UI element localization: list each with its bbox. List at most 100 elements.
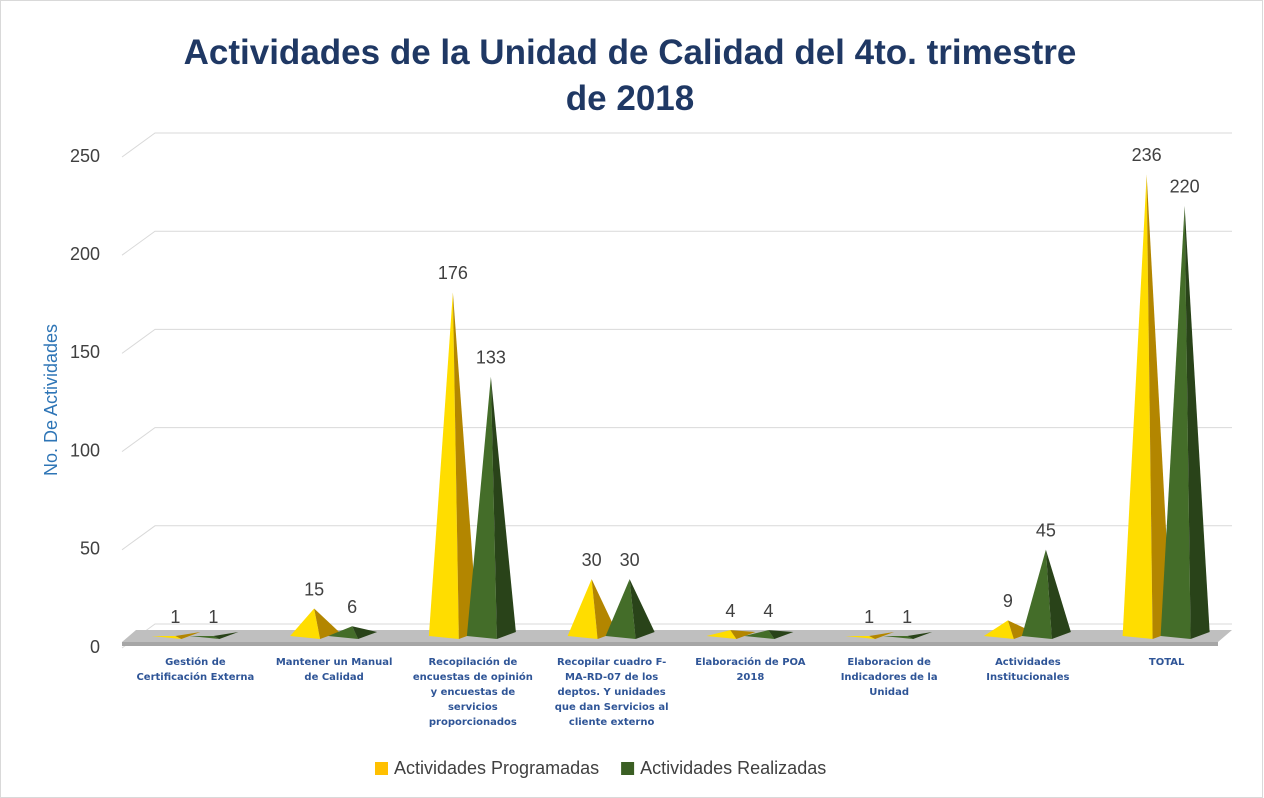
floor [122,630,1232,642]
pyramid-face-side [175,632,201,639]
floor-edge [122,642,1218,646]
y-axis-title: No. De Actividades [41,324,61,476]
y-tick-label: 200 [70,244,100,264]
grid-line [121,328,1232,354]
x-tick-label: Elaboración de POA 2018 [695,657,806,683]
pyramid-face-front [189,636,220,639]
pyramid-face-front [883,636,914,639]
pyramid-face-side [1045,549,1071,639]
pyramid-face-side [352,626,378,639]
value-label: 236 [1132,145,1162,165]
value-label: 176 [438,263,468,283]
value-label: 133 [476,348,506,368]
pyramid-face-front [290,608,321,639]
pyramid-face-front [567,579,598,639]
pyramid-face-side [1184,205,1210,640]
pyramid-face-side [629,579,655,639]
pyramid-face-front [428,292,459,639]
pyramid-face-front [706,630,737,639]
pyramid [428,292,478,639]
pyramid [567,579,617,639]
pyramid-face-side [452,292,478,639]
pyramid-face-side [869,632,895,639]
pyramid-face-side [490,376,516,639]
pyramid-face-side [907,632,933,639]
pyramid-face-side [213,632,239,639]
y-tick-label: 250 [70,146,100,166]
title-box: Actividades de la Unidad de Calidad del … [183,33,1077,118]
legend-swatch [621,762,635,775]
x-label-box: TOTAL [1148,657,1185,668]
pyramid-face-front [1122,174,1153,639]
pyramid [744,630,794,639]
value-label: 4 [763,601,773,621]
pyramid-face-front [328,626,359,639]
pyramid-face-front [1021,549,1052,639]
x-tick-label: Gestión de Certificación Externa [136,657,255,683]
value-label: 45 [1036,520,1056,540]
value-label: 4 [725,601,735,621]
value-label: 30 [582,550,602,570]
pyramid [1021,549,1071,639]
pyramid [605,579,655,639]
pyramid-face-front [605,579,636,639]
y-tick-label: 150 [70,342,100,362]
pyramid [883,632,933,639]
pyramid [328,626,378,639]
legend-label: Actividades Realizadas [640,758,826,778]
pyramid-face-front [983,620,1014,639]
pyramid [1122,174,1172,639]
value-label: 220 [1170,177,1200,197]
chart-title: Actividades de la Unidad de Calidad del … [183,33,1077,118]
grid-line [121,427,1232,453]
y-tick-label: 100 [70,440,100,460]
pyramid-face-side [314,608,340,639]
x-label-box: Mantener un Manual de Calidad [275,657,393,683]
pyramid-face-front [845,636,876,639]
pyramid [466,376,516,639]
x-label-box: Elaboración de POA 2018 [695,657,806,683]
y-tick-label: 50 [80,539,100,559]
value-label: 1 [864,607,874,627]
grid-line [121,230,1232,256]
value-label: 15 [304,579,324,599]
pyramid-face-front [1160,205,1191,640]
value-label: 1 [902,607,912,627]
pyramid [1160,205,1210,640]
x-tick-label: TOTAL [1148,657,1185,668]
value-label: 9 [1003,591,1013,611]
pyramid-face-side [1146,174,1172,639]
grid-line [121,132,1232,158]
pyramid [983,620,1033,639]
x-label-box: Recopilar cuadro F-MA-RD-07 de los depto… [554,657,669,728]
grid-line [121,525,1232,551]
pyramid [290,608,340,639]
pyramid [151,632,201,639]
pyramid-face-side [768,630,794,639]
pyramid-face-side [1007,620,1033,639]
x-label-box: Actividades Institucionales [986,657,1070,683]
y-tick-label: 0 [90,637,100,657]
value-label: 1 [170,607,180,627]
value-label: 30 [620,550,640,570]
x-tick-label: Elaboracion de Indicadores de la Unidad [840,657,938,698]
x-label-box: Gestión de Certificación Externa [136,657,255,683]
legend-label: Actividades Programadas [394,758,599,778]
pyramid-face-side [730,630,756,639]
x-label-box: Elaboracion de Indicadores de la Unidad [840,657,938,698]
x-tick-label: Recopilar cuadro F-MA-RD-07 de los depto… [554,657,669,728]
pyramid [845,632,895,639]
value-label: 1 [208,607,218,627]
pyramid-face-side [591,579,617,639]
pyramid-face-front [466,376,497,639]
pyramid-face-front [151,636,182,639]
x-tick-label: Mantener un Manual de Calidad [275,657,393,683]
pyramid-face-front [744,630,775,639]
x-label-box: Recopilación de encuestas de opinión y e… [412,657,533,728]
legend-swatch [375,762,388,775]
pyramid [189,632,239,639]
x-tick-label: Recopilación de encuestas de opinión y e… [412,657,533,728]
value-label: 6 [347,597,357,617]
x-tick-label: Actividades Institucionales [986,657,1070,683]
